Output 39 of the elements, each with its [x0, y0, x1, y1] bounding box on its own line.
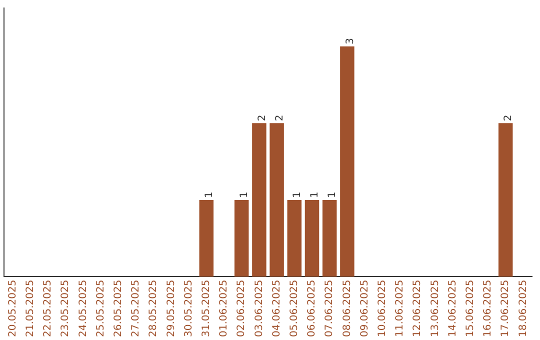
- data-label: 1: [327, 192, 338, 198]
- x-tick-label: 20.05.2025: [7, 280, 18, 338]
- x-tick-label: 18.06.2025: [518, 280, 529, 338]
- x-tick-label: 29.05.2025: [166, 280, 177, 338]
- x-tick-label: 08.06.2025: [342, 280, 353, 338]
- x-tick-label: 28.05.2025: [148, 280, 160, 338]
- data-label: 1: [292, 192, 303, 198]
- x-tick-label: 14.06.2025: [447, 280, 458, 338]
- x-tick-label: 25.05.2025: [95, 280, 106, 338]
- x-tick-label: 02.06.2025: [236, 280, 248, 338]
- x-tick-label: 27.05.2025: [130, 280, 142, 338]
- data-label: 2: [256, 114, 268, 122]
- x-tick-label: 31.05.2025: [200, 280, 212, 338]
- data-label: 1: [239, 192, 250, 198]
- data-label: 1: [204, 192, 215, 198]
- x-tick-label: 11.06.2025: [394, 280, 406, 338]
- x-tick-label: 17.06.2025: [500, 280, 512, 338]
- data-label: 1: [310, 192, 321, 198]
- x-tick-label: 10.06.2025: [376, 280, 388, 338]
- x-tick-label: 06.06.2025: [306, 280, 318, 338]
- x-tick-label: 03.06.2025: [254, 280, 265, 338]
- data-label: 2: [274, 114, 286, 122]
- x-tick-label: 12.06.2025: [412, 280, 424, 338]
- x-tick-label: 16.06.2025: [482, 280, 494, 338]
- x-tick-label: 22.05.2025: [42, 280, 54, 338]
- x-tick-label: 01.06.2025: [218, 280, 230, 338]
- x-tick-label: 09.06.2025: [359, 280, 370, 338]
- x-tick-label: 07.06.2025: [324, 280, 336, 338]
- x-tick-label: 23.05.2025: [60, 280, 72, 338]
- x-tick-label: 24.05.2025: [78, 280, 89, 338]
- x-tick-label: 21.05.2025: [24, 280, 36, 338]
- x-tick-label: 13.06.2025: [430, 280, 441, 338]
- x-tick-label: 15.06.2025: [464, 280, 476, 338]
- x-tick-label: 26.05.2025: [112, 280, 124, 338]
- x-tick-label: 05.06.2025: [288, 280, 300, 338]
- data-label: 3: [344, 38, 356, 44]
- x-tick-label: 30.05.2025: [183, 280, 194, 338]
- x-tick-label: 04.06.2025: [271, 280, 282, 338]
- data-label: 2: [503, 114, 514, 122]
